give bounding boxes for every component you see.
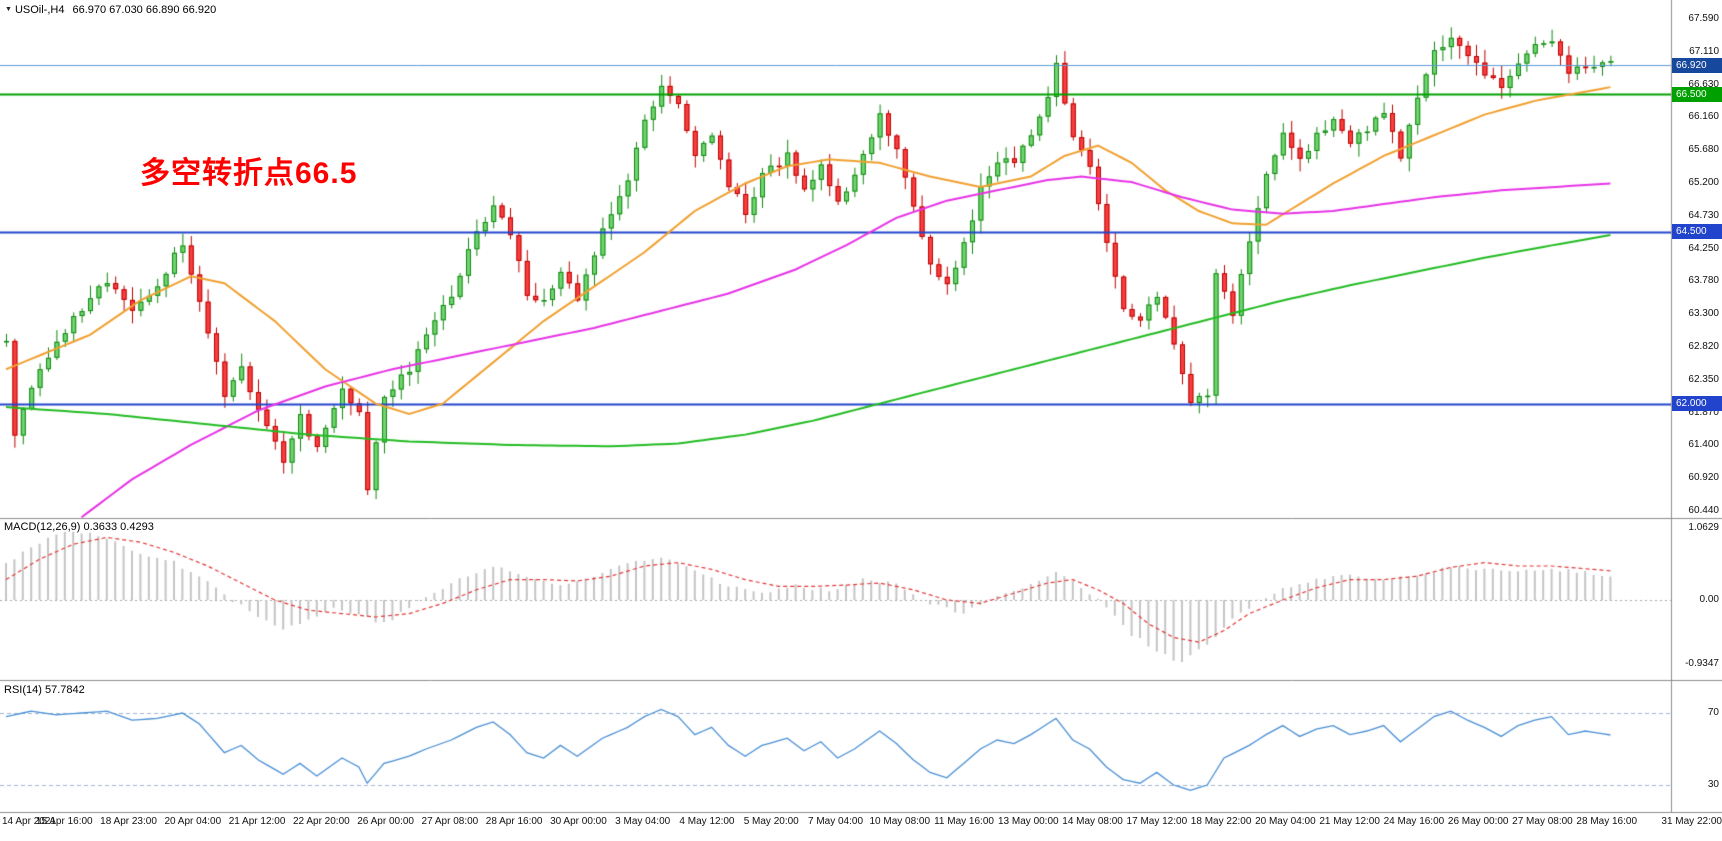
chart-canvas[interactable] xyxy=(0,0,1722,841)
chart-window: ▼ USOil-,H4 66.970 67.030 66.890 66.920 多空… xyxy=(0,0,1722,841)
